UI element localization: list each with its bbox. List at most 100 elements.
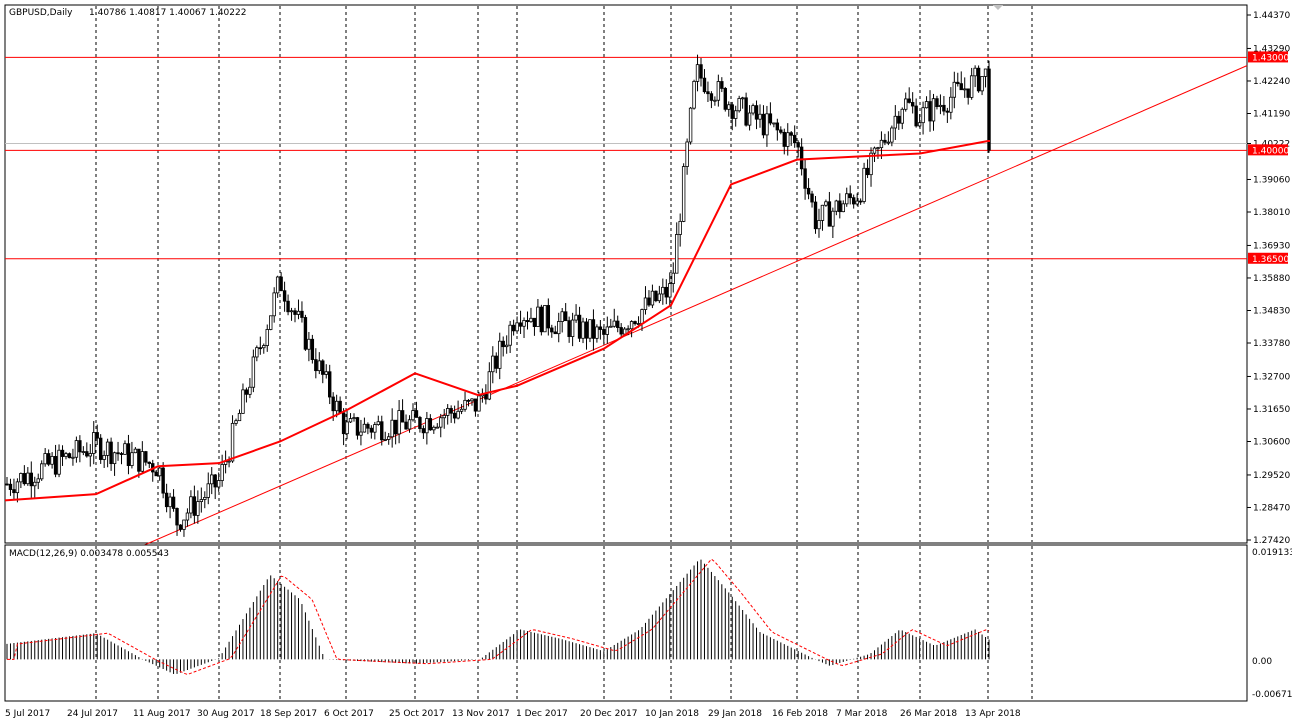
candle (95, 424, 99, 446)
candle (605, 316, 610, 344)
level-label-1-36500: 1.36500 (1252, 255, 1289, 265)
candle (185, 508, 190, 527)
candle (609, 318, 613, 328)
candle (643, 286, 648, 315)
candle (751, 103, 755, 116)
candle (355, 416, 360, 440)
time-tick-label: 6 Oct 2017 (324, 709, 374, 719)
price-tick-label: 1.39060 (1253, 175, 1290, 185)
candle (269, 315, 273, 331)
candle (144, 450, 148, 466)
candle (734, 105, 738, 127)
candle (376, 415, 380, 426)
candle (563, 303, 568, 322)
candle (928, 90, 932, 132)
candle (959, 71, 963, 91)
candle (279, 272, 283, 292)
candle (300, 301, 304, 323)
candle (574, 304, 578, 323)
time-tick-label: 13 Nov 2017 (452, 709, 510, 719)
candle (647, 290, 651, 307)
candle (786, 123, 790, 156)
scroll-marker-icon[interactable] (993, 5, 1003, 10)
candle (498, 332, 502, 380)
candle (886, 131, 891, 146)
candle (900, 107, 904, 130)
candle (515, 316, 519, 334)
candle (650, 284, 655, 309)
time-tick-label: 11 Aug 2017 (133, 709, 191, 719)
candle (22, 465, 27, 486)
candle (921, 101, 925, 135)
candle (675, 222, 679, 274)
candle (386, 432, 391, 445)
candle (969, 67, 974, 100)
candle (157, 466, 162, 481)
candle (310, 334, 315, 364)
candle (754, 100, 759, 130)
candle (688, 106, 693, 145)
candle (411, 403, 415, 422)
candle (504, 335, 509, 354)
candle (550, 324, 554, 338)
candle (806, 178, 811, 200)
candle (81, 446, 86, 456)
candle (140, 441, 145, 474)
candle (942, 96, 946, 116)
macd-pane[interactable]: MACD(12,26,9) 0.003478 0.005543 (4, 544, 1248, 702)
candle (334, 394, 339, 418)
time-axis: 5 Jul 2017 24 Jul 2017 11 Aug 2017 30 Aug 2… (5, 709, 1021, 719)
candle (282, 281, 287, 312)
vertical-grid (95, 6, 1033, 542)
candle (345, 410, 349, 440)
candle (317, 352, 321, 375)
time-tick-label: 30 Aug 2017 (197, 709, 255, 719)
price-tick-label: 1.30600 (1253, 438, 1290, 448)
candle (272, 287, 276, 323)
price-pane[interactable]: GBPUSD,Daily 1.40786 1.40817 1.40067 1.4… (4, 4, 1248, 557)
candle (803, 159, 807, 200)
candle (126, 434, 131, 475)
candle (904, 92, 908, 112)
candle (19, 472, 23, 489)
candle (685, 138, 689, 175)
candle (88, 444, 92, 467)
level-label-1-43000: 1.43000 (1252, 53, 1289, 63)
time-tick-label: 26 Mar 2018 (900, 709, 957, 719)
macd-label: MACD(12,26,9) 0.003478 0.005543 (9, 549, 169, 559)
macd-histogram (6, 559, 990, 674)
candle (577, 306, 582, 342)
time-tick-label: 20 Dec 2017 (580, 709, 638, 719)
candle (692, 79, 696, 110)
candle (196, 490, 200, 524)
candle (522, 317, 526, 339)
candle (945, 107, 950, 123)
candle (404, 414, 408, 430)
candle (43, 448, 47, 467)
horizontal-levels[interactable] (5, 56, 1247, 260)
candle (980, 76, 984, 96)
candle (966, 88, 970, 105)
macd-signal-line (7, 558, 990, 675)
candle (33, 476, 37, 498)
candle (456, 400, 460, 420)
candle (893, 105, 898, 140)
candle (890, 125, 894, 147)
candle (841, 200, 845, 213)
trendline[interactable] (119, 65, 1248, 557)
candle (286, 294, 290, 316)
candle (525, 311, 530, 330)
candle (348, 413, 353, 424)
candle (827, 191, 832, 227)
candle (654, 290, 658, 303)
candle (393, 419, 398, 445)
candle (716, 74, 721, 107)
candle (883, 133, 887, 146)
time-tick-label: 16 Feb 2018 (772, 709, 828, 719)
candle (789, 131, 793, 146)
candle (779, 126, 783, 135)
candle (244, 387, 249, 403)
candle (858, 198, 863, 205)
candle (581, 317, 585, 344)
candle (491, 346, 495, 384)
